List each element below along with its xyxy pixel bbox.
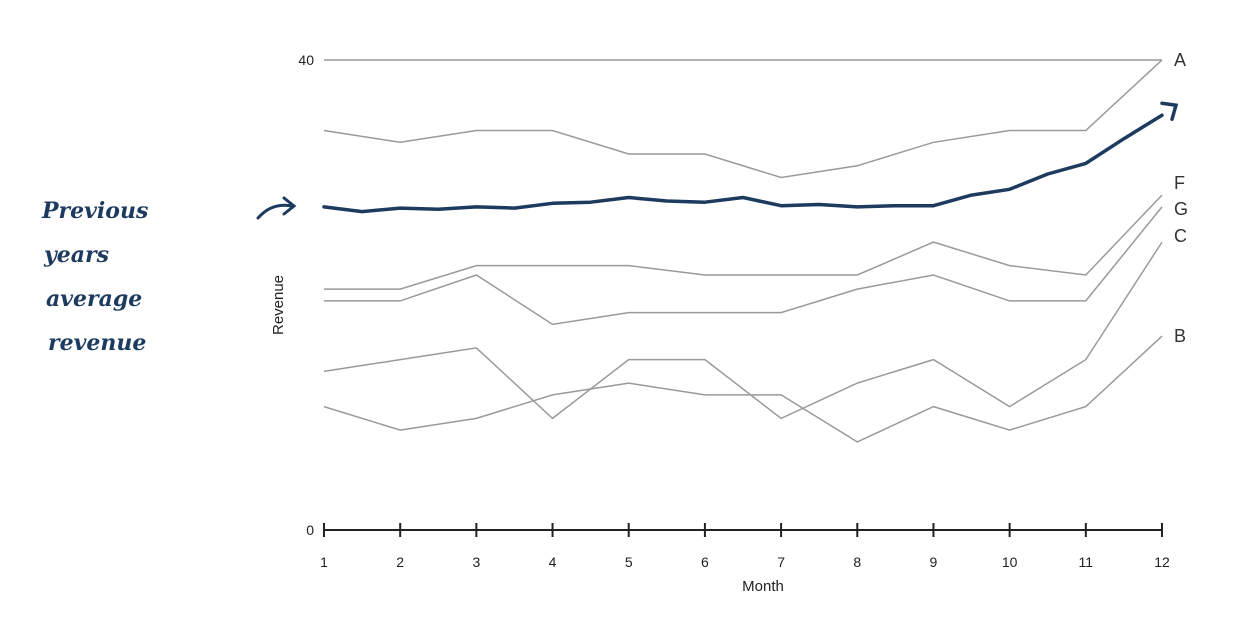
y-tick-label: 40	[298, 52, 314, 68]
x-tick-label: 11	[1079, 554, 1094, 570]
series-label-f: F	[1174, 173, 1185, 193]
x-tick-label: 7	[777, 554, 785, 570]
y-ticks: 0 40	[298, 52, 314, 538]
y-axis-title: Revenue	[270, 275, 287, 335]
series-line-b	[323, 335, 1163, 443]
series-line-c	[323, 241, 1163, 420]
annotation-word: average	[46, 286, 142, 312]
handwritten-annotation: Previous years average revenue	[41, 101, 1179, 356]
x-tick-label: 12	[1154, 554, 1170, 570]
x-tick-label: 3	[472, 554, 480, 570]
annotation-pointer-arrow	[256, 196, 297, 220]
series-label-g: G	[1174, 199, 1188, 219]
series-labels: A FGC B	[1174, 50, 1188, 346]
x-tick-label: 2	[396, 554, 404, 570]
series-line-g	[324, 206, 1163, 326]
x-ticks: 1 2 3 4 5 6 7 8 9 10 11 12	[320, 523, 1170, 570]
x-tick-label: 1	[320, 554, 328, 570]
annotation-word: revenue	[48, 330, 146, 356]
series-label-c: C	[1174, 226, 1187, 246]
annotation-arrowhead	[1160, 101, 1179, 121]
series-line-unlabeled-1	[323, 59, 1163, 179]
series-label-b: B	[1174, 326, 1186, 346]
series-label-a: A	[1174, 50, 1186, 70]
y-tick-label: 0	[306, 522, 314, 538]
x-axis-title: Month	[742, 578, 784, 595]
annotation-line	[322, 113, 1164, 214]
x-tick-label: 4	[549, 554, 557, 570]
x-tick-label: 9	[930, 554, 938, 570]
x-tick-label: 8	[853, 554, 861, 570]
x-tick-label: 6	[701, 554, 709, 570]
annotation-word: years	[43, 242, 109, 268]
x-tick-label: 10	[1002, 554, 1018, 570]
x-tick-label: 5	[625, 554, 633, 570]
series-line-f	[324, 194, 1163, 290]
annotation-word: Previous	[41, 198, 148, 224]
series-lines	[323, 59, 1163, 443]
